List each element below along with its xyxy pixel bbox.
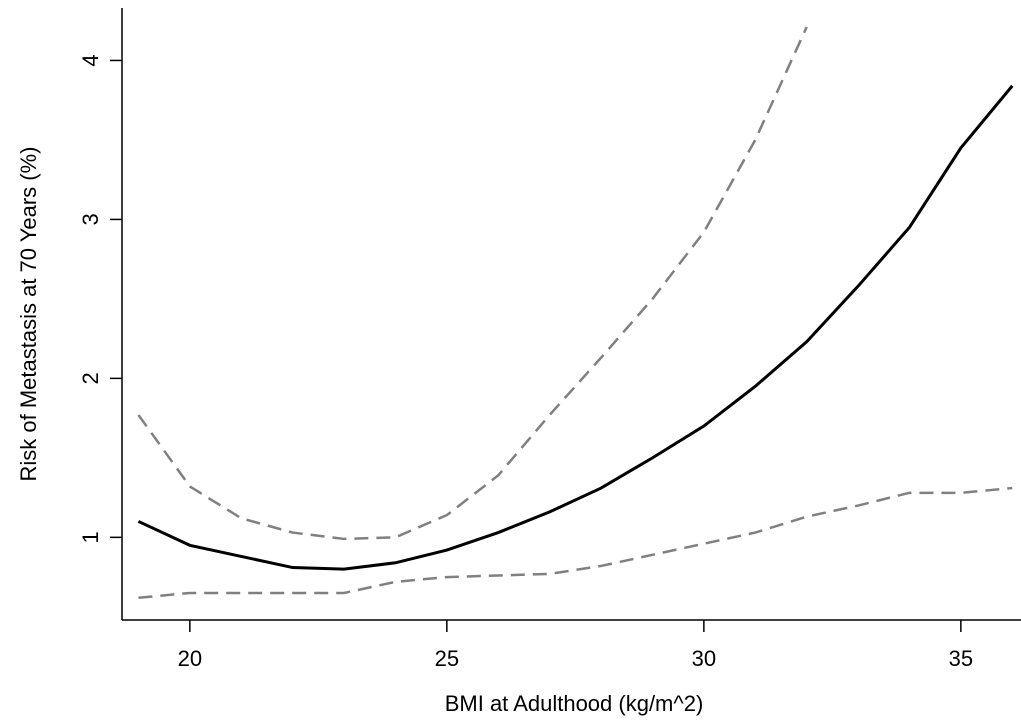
series-line — [137, 26, 808, 541]
x-axis-label: BMI at Adulthood (kg/m^2) — [445, 691, 704, 716]
x-tick-label: 25 — [435, 646, 459, 671]
x-tick-label: 35 — [949, 646, 973, 671]
series-line — [137, 84, 1014, 571]
y-tick-label: 2 — [78, 372, 103, 384]
y-tick-label: 4 — [78, 54, 103, 66]
y-tick-label: 1 — [78, 531, 103, 543]
x-tick-label: 20 — [178, 646, 202, 671]
y-tick-label: 3 — [78, 213, 103, 225]
series-line — [138, 486, 1013, 599]
y-axis-label: Risk of Metastasis at 70 Years (%) — [16, 146, 41, 481]
x-tick-label: 30 — [692, 646, 716, 671]
